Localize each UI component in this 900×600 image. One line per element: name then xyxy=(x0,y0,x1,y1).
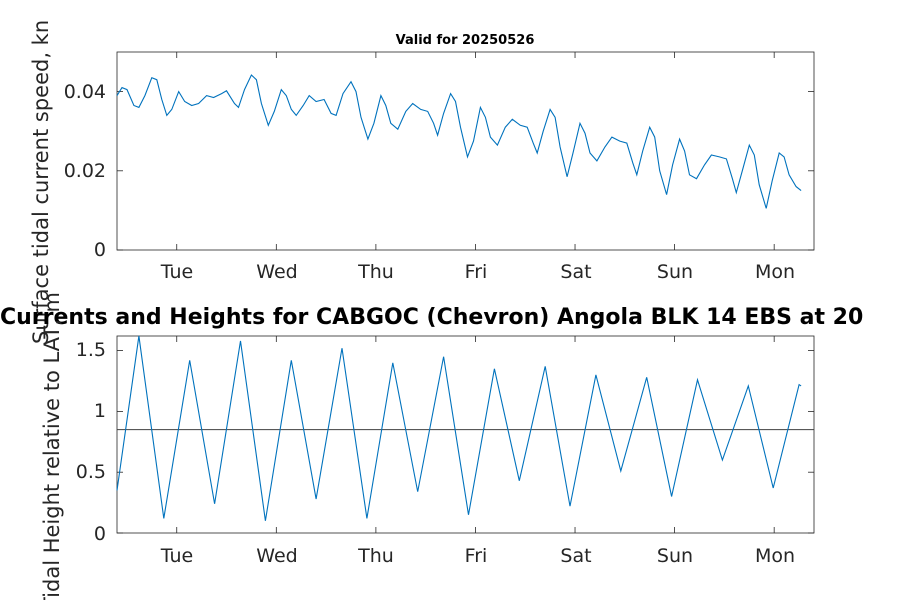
current-speed-plot-area xyxy=(116,51,815,251)
top-xtick-sun: Sun xyxy=(657,261,693,283)
top-xtick-wed: Wed xyxy=(256,261,297,283)
tidal-height-series-line xyxy=(116,335,802,521)
top-ytick-1: 0.02 xyxy=(64,160,106,182)
top-xtick-mon: Mon xyxy=(755,261,795,283)
bottom-ytick-0: 0 xyxy=(94,523,106,545)
bottom-xtick-sun: Sun xyxy=(657,545,693,567)
bottom-ytick-3: 1.5 xyxy=(76,339,106,361)
current-speed-panel: Valid for 20250526 Surface tidal current… xyxy=(29,20,815,344)
top-xtick-fri: Fri xyxy=(465,261,488,283)
bottom-xtick-mon: Mon xyxy=(755,545,795,567)
bottom-xtick-thu: Thu xyxy=(357,545,394,567)
current-speed-title: Valid for 20250526 xyxy=(396,33,535,48)
current-speed-tick-marks xyxy=(117,52,814,251)
top-ytick-2: 0.04 xyxy=(64,81,106,103)
top-ytick-0: 0 xyxy=(94,239,106,261)
tidal-height-title: Currents and Heights for CABGOC (Chevron… xyxy=(0,305,863,330)
tidal-height-ylabel: Tidal Height relative to LAT, m xyxy=(40,292,64,600)
bottom-xtick-tue: Tue xyxy=(160,545,193,567)
bottom-xtick-wed: Wed xyxy=(256,545,297,567)
bottom-xtick-sat: Sat xyxy=(560,545,591,567)
bottom-xtick-fri: Fri xyxy=(465,545,488,567)
top-xtick-sat: Sat xyxy=(560,261,591,283)
tidal-height-panel: Currents and Heights for CABGOC (Chevron… xyxy=(0,292,863,600)
tidal-height-tick-marks xyxy=(117,336,814,534)
top-xtick-thu: Thu xyxy=(357,261,394,283)
bottom-ytick-2: 1 xyxy=(94,400,106,422)
bottom-ytick-1: 0.5 xyxy=(76,461,106,483)
current-speed-series-line xyxy=(116,74,802,209)
tidal-height-plot-area xyxy=(116,335,815,534)
current-speed-ylabel: Surface tidal current speed, kn xyxy=(29,20,53,344)
top-xtick-tue: Tue xyxy=(160,261,193,283)
